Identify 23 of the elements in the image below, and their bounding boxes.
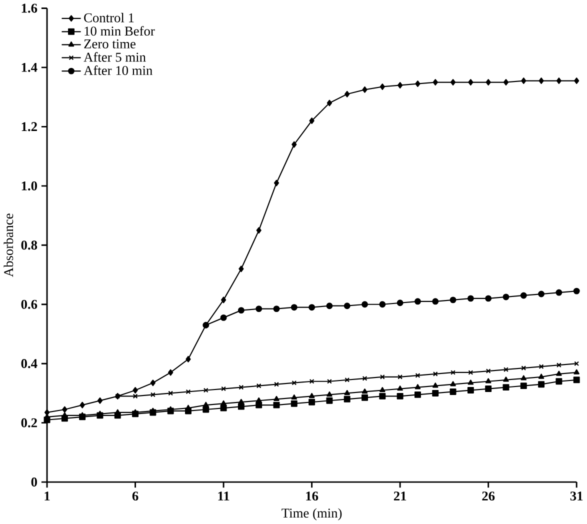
y-tick-label: 0.8 bbox=[21, 240, 38, 250]
y-tick-label: 0.4 bbox=[21, 359, 38, 368]
x-tick-label: 6 bbox=[132, 492, 138, 501]
legend-label: After 5 min bbox=[84, 52, 146, 62]
y-tick-label: 0.6 bbox=[21, 300, 38, 309]
y-tick-label: 1.2 bbox=[22, 122, 37, 132]
y-tick-label: 0.2 bbox=[21, 418, 37, 428]
y-axis-title: Absorbance bbox=[4, 214, 14, 277]
y-tick-label: 1.6 bbox=[22, 4, 38, 13]
x-axis-title: Time (min) bbox=[282, 508, 342, 520]
legend-label: After 10 min bbox=[84, 65, 152, 76]
y-tick-label: 0 bbox=[31, 478, 37, 487]
legend-label: Control 1 bbox=[84, 12, 134, 22]
legend-label: 10 min Befor bbox=[84, 26, 155, 36]
x-tick-label: 1 bbox=[44, 492, 50, 500]
x-tick-label: 11 bbox=[218, 492, 230, 500]
x-tick-label: 26 bbox=[482, 492, 495, 501]
x-tick-label: 21 bbox=[394, 492, 406, 500]
y-tick-label: 1.0 bbox=[22, 181, 37, 190]
legend-label: Zero time bbox=[84, 39, 136, 48]
x-tick-label: 31 bbox=[570, 492, 583, 501]
x-tick-label: 16 bbox=[306, 492, 318, 501]
y-tick-label: 1.4 bbox=[22, 62, 38, 72]
